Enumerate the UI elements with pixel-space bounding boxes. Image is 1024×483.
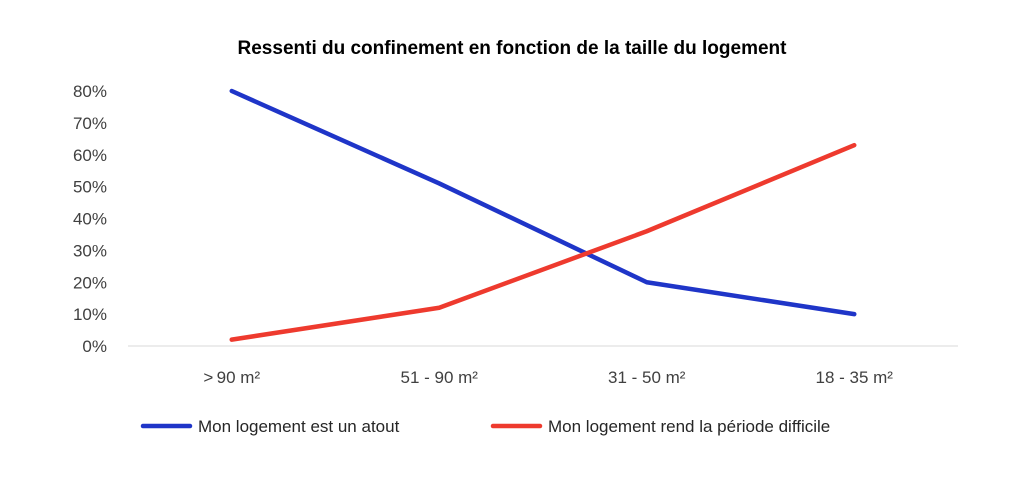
- x-tick-label: > 90 m²: [203, 368, 260, 387]
- y-tick-label: 20%: [73, 273, 107, 292]
- series-group: [229, 88, 857, 342]
- x-axis-labels: > 90 m² 51 - 90 m² 31 - 50 m² 18 - 35 m²: [203, 368, 893, 387]
- x-tick-label: 18 - 35 m²: [816, 368, 894, 387]
- series-line-2: [229, 142, 857, 342]
- series-line-1: [229, 88, 857, 317]
- x-tick-label: 31 - 50 m²: [608, 368, 686, 387]
- y-tick-label: 80%: [73, 82, 107, 101]
- x-tick-label: 51 - 90 m²: [401, 368, 479, 387]
- y-tick-label: 0%: [82, 337, 107, 356]
- y-tick-label: 50%: [73, 178, 107, 197]
- y-tick-label: 10%: [73, 305, 107, 324]
- legend-label-2: Mon logement rend la période difficile: [548, 417, 830, 436]
- legend: Mon logement est un atout Mon logement re…: [140, 417, 830, 436]
- legend-label-1: Mon logement est un atout: [198, 417, 400, 436]
- y-tick-label: 70%: [73, 114, 107, 133]
- y-tick-label: 40%: [73, 210, 107, 229]
- y-tick-label: 60%: [73, 146, 107, 165]
- y-axis-labels: 0% 10% 20% 30% 40% 50% 60% 70% 80%: [73, 82, 107, 356]
- y-tick-label: 30%: [73, 241, 107, 260]
- chart-title: Ressenti du confinement en fonction de l…: [238, 38, 788, 59]
